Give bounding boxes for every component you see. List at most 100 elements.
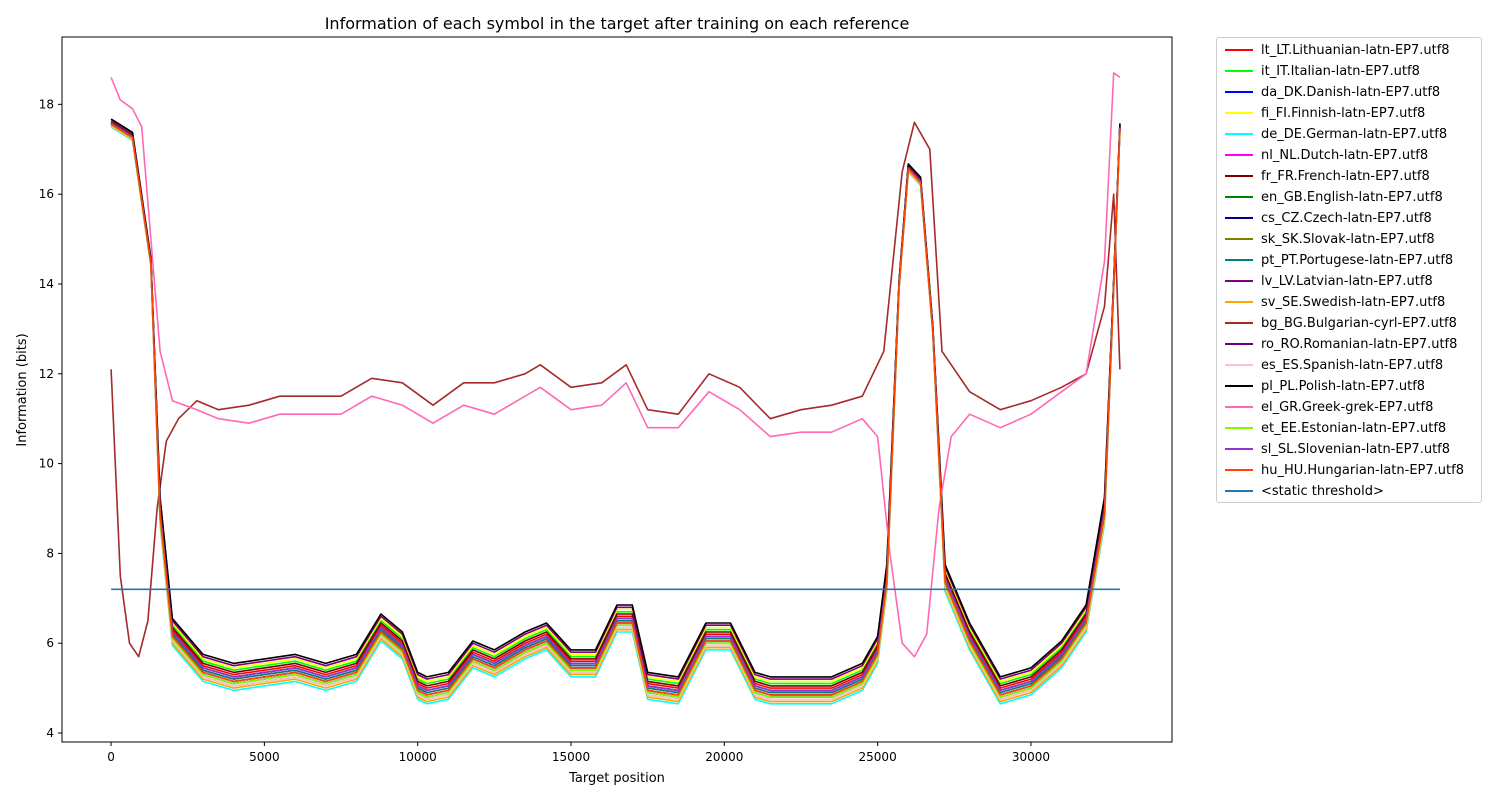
legend-swatch [1225, 385, 1253, 387]
series-line-19 [110, 122, 1121, 692]
legend-item: cs_CZ.Czech-latn-EP7.utf8 [1225, 209, 1432, 227]
legend-item: lt_LT.Lithuanian-latn-EP7.utf8 [1225, 41, 1450, 59]
legend-item: bg_BG.Bulgarian-cyrl-EP7.utf8 [1225, 314, 1457, 332]
x-tick-label: 20000 [705, 750, 743, 764]
series-line-13 [110, 121, 1121, 658]
legend-swatch [1225, 343, 1253, 345]
series-line-11 [110, 118, 1121, 680]
legend-swatch [1225, 49, 1253, 51]
legend-label: et_EE.Estonian-latn-EP7.utf8 [1261, 420, 1447, 436]
y-tick-label: 10 [39, 457, 54, 471]
legend-swatch [1225, 259, 1253, 261]
legend-item: <static threshold> [1225, 482, 1384, 500]
legend-swatch [1225, 280, 1253, 282]
legend-label: de_DE.German-latn-EP7.utf8 [1261, 126, 1448, 142]
series-line-1 [110, 120, 1121, 685]
legend-label: it_IT.Italian-latn-EP7.utf8 [1261, 63, 1420, 79]
legend-swatch [1225, 364, 1253, 366]
x-axis-ticks: 0 5000 10000 15000 20000 25000 30000 [107, 742, 1050, 764]
legend-item: el_GR.Greek-grek-EP7.utf8 [1225, 398, 1433, 416]
legend-swatch [1225, 112, 1253, 114]
y-tick-label: 6 [46, 636, 54, 650]
series-line-20 [110, 123, 1121, 696]
series-line-7 [110, 122, 1121, 692]
legend-label: fi_FI.Finnish-latn-EP7.utf8 [1261, 105, 1426, 121]
legend-label: sk_SK.Slovak-latn-EP7.utf8 [1261, 231, 1435, 247]
legend-label: sl_SL.Slovenian-latn-EP7.utf8 [1261, 441, 1451, 457]
legend-label: sv_SE.Swedish-latn-EP7.utf8 [1261, 294, 1446, 310]
legend-item: sv_SE.Swedish-latn-EP7.utf8 [1225, 293, 1445, 311]
x-tick-label: 30000 [1012, 750, 1050, 764]
x-tick-label: 10000 [399, 750, 437, 764]
y-axis-ticks: 4 6 8 10 12 14 16 18 [39, 97, 62, 740]
x-tick-label: 5000 [249, 750, 280, 764]
y-tick-label: 4 [46, 726, 54, 740]
series-line-16 [110, 118, 1121, 678]
legend-swatch [1225, 175, 1253, 177]
series-line-0 [110, 121, 1121, 689]
y-tick-label: 16 [39, 187, 54, 201]
legend-item: es_ES.Spanish-latn-EP7.utf8 [1225, 356, 1443, 374]
y-tick-label: 14 [39, 277, 54, 291]
y-tick-label: 8 [46, 546, 54, 560]
legend-item: fr_FR.French-latn-EP7.utf8 [1225, 167, 1430, 185]
legend-label: el_GR.Greek-grek-EP7.utf8 [1261, 399, 1434, 415]
chart-title: Information of each symbol in the target… [325, 14, 910, 33]
x-tick-label: 0 [107, 750, 115, 764]
legend-swatch [1225, 133, 1253, 135]
x-axis-label: Target position [568, 771, 665, 786]
series-line-17 [110, 72, 1121, 658]
legend-label: ro_RO.Romanian-latn-EP7.utf8 [1261, 336, 1458, 352]
legend-item: sl_SL.Slovenian-latn-EP7.utf8 [1225, 440, 1450, 458]
legend-swatch [1225, 406, 1253, 408]
legend-label: bg_BG.Bulgarian-cyrl-EP7.utf8 [1261, 315, 1457, 331]
y-axis-label: Information (bits) [15, 333, 30, 446]
legend-item: en_GB.English-latn-EP7.utf8 [1225, 188, 1443, 206]
legend-swatch [1225, 469, 1253, 471]
legend-item: pl_PL.Polish-latn-EP7.utf8 [1225, 377, 1425, 395]
legend-swatch [1225, 322, 1253, 324]
legend-label: hu_HU.Hungarian-latn-EP7.utf8 [1261, 462, 1464, 478]
axes-frame [61, 36, 1173, 743]
legend-item: de_DE.German-latn-EP7.utf8 [1225, 125, 1447, 143]
legend-item: hu_HU.Hungarian-latn-EP7.utf8 [1225, 461, 1464, 479]
legend-swatch [1225, 154, 1253, 156]
x-tick-label: 15000 [552, 750, 590, 764]
legend-item: nl_NL.Dutch-latn-EP7.utf8 [1225, 146, 1428, 164]
legend-swatch [1225, 196, 1253, 198]
legend-swatch [1225, 301, 1253, 303]
legend-label: da_DK.Danish-latn-EP7.utf8 [1261, 84, 1441, 100]
legend-label: lv_LV.Latvian-latn-EP7.utf8 [1261, 273, 1433, 289]
legend-item: sk_SK.Slovak-latn-EP7.utf8 [1225, 230, 1435, 248]
legend-swatch [1225, 427, 1253, 429]
legend-item: lv_LV.Latvian-latn-EP7.utf8 [1225, 272, 1433, 290]
legend-item: da_DK.Danish-latn-EP7.utf8 [1225, 83, 1440, 101]
series-layer [110, 72, 1121, 705]
legend-swatch [1225, 448, 1253, 450]
legend-label: cs_CZ.Czech-latn-EP7.utf8 [1261, 210, 1432, 226]
legend-swatch [1225, 490, 1253, 492]
legend-label: pt_PT.Portugese-latn-EP7.utf8 [1261, 252, 1454, 268]
legend-swatch [1225, 70, 1253, 72]
legend-swatch [1225, 217, 1253, 219]
legend-item: ro_RO.Romanian-latn-EP7.utf8 [1225, 335, 1457, 353]
y-tick-label: 12 [39, 367, 54, 381]
legend: lt_LT.Lithuanian-latn-EP7.utf8 it_IT.Ital… [1216, 37, 1482, 503]
legend-label: <static threshold> [1261, 483, 1384, 499]
legend-label: es_ES.Spanish-latn-EP7.utf8 [1261, 357, 1444, 373]
legend-swatch [1225, 91, 1253, 93]
legend-item: it_IT.Italian-latn-EP7.utf8 [1225, 62, 1420, 80]
series-line-2 [110, 122, 1121, 692]
legend-item: et_EE.Estonian-latn-EP7.utf8 [1225, 419, 1446, 437]
x-tick-label: 25000 [859, 750, 897, 764]
legend-label: en_GB.English-latn-EP7.utf8 [1261, 189, 1443, 205]
legend-label: pl_PL.Polish-latn-EP7.utf8 [1261, 378, 1426, 394]
legend-item: pt_PT.Portugese-latn-EP7.utf8 [1225, 251, 1453, 269]
legend-item: fi_FI.Finnish-latn-EP7.utf8 [1225, 104, 1425, 122]
legend-label: fr_FR.French-latn-EP7.utf8 [1261, 168, 1430, 184]
legend-swatch [1225, 238, 1253, 240]
series-line-6 [110, 120, 1121, 687]
y-tick-label: 18 [39, 97, 54, 111]
